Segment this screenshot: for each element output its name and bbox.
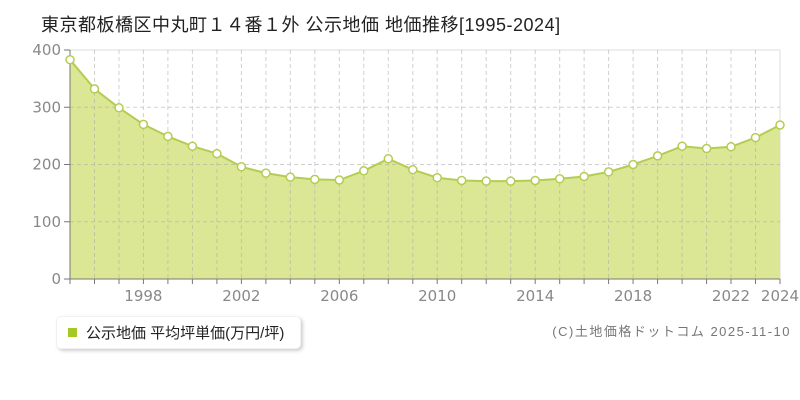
legend-label: 公示地価 平均坪単価(万円/坪) bbox=[86, 325, 285, 342]
x-tick-label: 2014 bbox=[516, 287, 554, 305]
x-tick-label: 2006 bbox=[320, 287, 358, 305]
legend: 公示地価 平均坪単価(万円/坪) bbox=[56, 316, 302, 349]
data-point bbox=[481, 176, 491, 186]
x-tick-label: 2010 bbox=[418, 287, 456, 305]
data-point bbox=[652, 151, 663, 161]
y-tick-label: 100 bbox=[32, 213, 61, 231]
data-point bbox=[89, 84, 100, 94]
gridlines bbox=[70, 50, 780, 279]
data-point bbox=[408, 164, 418, 175]
data-point bbox=[505, 176, 516, 186]
x-tick-label: 2018 bbox=[614, 287, 652, 305]
x-tick-label: 1998 bbox=[124, 287, 162, 305]
data-point bbox=[359, 166, 369, 176]
x-tick-label: 2002 bbox=[222, 287, 260, 305]
data-point bbox=[726, 142, 736, 152]
y-tick-label: 400 bbox=[32, 41, 61, 59]
data-point bbox=[163, 131, 173, 142]
copyright-text: (C)土地価格ドットコム 2025-11-10 bbox=[552, 324, 791, 339]
data-point bbox=[261, 168, 271, 178]
data-point bbox=[187, 141, 198, 151]
chart-title: 東京都板橋区中丸町１４番１外 公示地価 地価推移[1995-2024] bbox=[41, 15, 561, 35]
data-point bbox=[579, 171, 589, 182]
data-point bbox=[775, 120, 785, 130]
data-point bbox=[138, 119, 149, 130]
data-point bbox=[530, 175, 540, 186]
data-point bbox=[212, 148, 222, 159]
data-point bbox=[628, 159, 638, 170]
data-point bbox=[456, 175, 467, 186]
data-point bbox=[701, 143, 712, 154]
data-point bbox=[750, 132, 761, 143]
y-tick-label: 0 bbox=[51, 270, 61, 288]
data-point bbox=[334, 175, 345, 185]
data-point bbox=[310, 174, 320, 185]
x-tick-label: 2024 bbox=[761, 287, 799, 305]
data-point bbox=[383, 154, 394, 164]
data-point bbox=[677, 141, 687, 151]
data-point bbox=[65, 54, 75, 65]
area-fill bbox=[70, 59, 780, 280]
data-point bbox=[432, 172, 442, 183]
data-point bbox=[554, 174, 565, 184]
legend-bullet-icon bbox=[68, 328, 77, 337]
data-point bbox=[236, 162, 247, 172]
y-tick-label: 200 bbox=[32, 156, 61, 174]
data-point bbox=[285, 172, 296, 182]
x-tick-label: 2022 bbox=[712, 287, 750, 305]
data-point bbox=[114, 103, 124, 113]
data-point bbox=[603, 167, 614, 177]
y-tick-label: 300 bbox=[32, 98, 61, 116]
